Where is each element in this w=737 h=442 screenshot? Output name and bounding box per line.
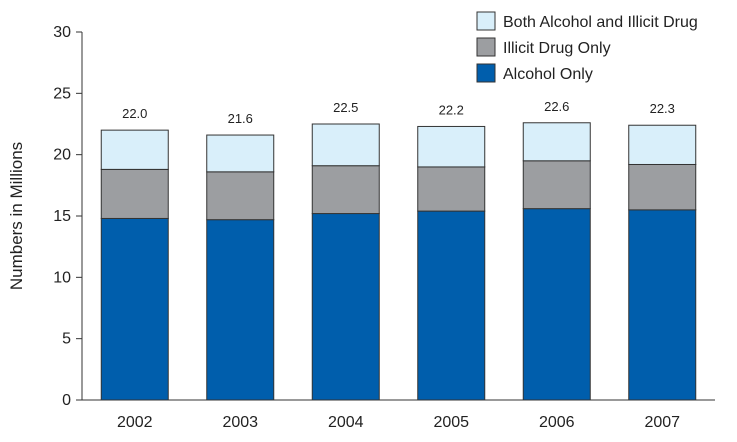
bar-segment — [100, 129, 169, 170]
legend-swatch — [476, 11, 496, 31]
bar-segment — [206, 171, 275, 221]
y-tick-label: 5 — [62, 331, 71, 348]
bar-segment — [417, 166, 486, 212]
bar-segment — [628, 209, 697, 401]
y-tick-label: 10 — [53, 269, 71, 286]
bar-segment — [628, 163, 697, 211]
bar-segment — [522, 122, 591, 162]
y-tick-label: 20 — [53, 147, 71, 164]
bars: 22.0 21.6 22.5 22.2 22.6 22.3 — [100, 99, 697, 401]
bar-total-label: 22.3 — [650, 101, 675, 116]
y-axis-label: Numbers in Millions — [7, 142, 26, 290]
axes: 0 5 10 15 20 25 30 2002 2003 2004 2005 2006 2007 — [53, 24, 715, 431]
bar-segment — [206, 219, 275, 401]
bar-total-label: 22.2 — [439, 102, 464, 117]
bar-segment — [417, 125, 486, 168]
bar-segment — [100, 217, 169, 401]
legend-swatch — [476, 37, 496, 57]
bar-segment — [417, 210, 486, 401]
y-tick-label: 15 — [53, 208, 71, 225]
bar-segment — [628, 124, 697, 165]
x-tick-label: 2002 — [117, 414, 153, 431]
bar-segment — [311, 213, 380, 401]
bar-total-label: 22.0 — [122, 106, 147, 121]
x-tick-label: 2007 — [644, 414, 680, 431]
bar-segment — [522, 208, 591, 401]
legend-swatch — [476, 63, 496, 83]
legend-label: Both Alcohol and Illicit Drug — [503, 14, 698, 31]
x-tick-label: 2004 — [328, 414, 364, 431]
x-tick-label: 2006 — [539, 414, 575, 431]
legend-label: Alcohol Only — [503, 66, 593, 83]
y-tick-label: 0 — [62, 392, 71, 409]
bar-segment — [522, 160, 591, 210]
x-tick-label: 2003 — [222, 414, 258, 431]
bar-segment — [311, 165, 380, 215]
bar-segment — [100, 168, 169, 219]
legend: Both Alcohol and Illicit Drug Illicit Dru… — [476, 11, 698, 83]
y-tick-label: 30 — [53, 24, 71, 41]
bar-segment — [311, 123, 380, 167]
y-tick-label: 25 — [53, 85, 71, 102]
x-tick-label: 2005 — [433, 414, 469, 431]
bar-total-label: 22.6 — [544, 99, 569, 114]
bar-total-label: 22.5 — [333, 100, 358, 115]
legend-label: Illicit Drug Only — [503, 40, 611, 57]
bar-total-label: 21.6 — [228, 111, 253, 126]
bar-segment — [206, 134, 275, 173]
